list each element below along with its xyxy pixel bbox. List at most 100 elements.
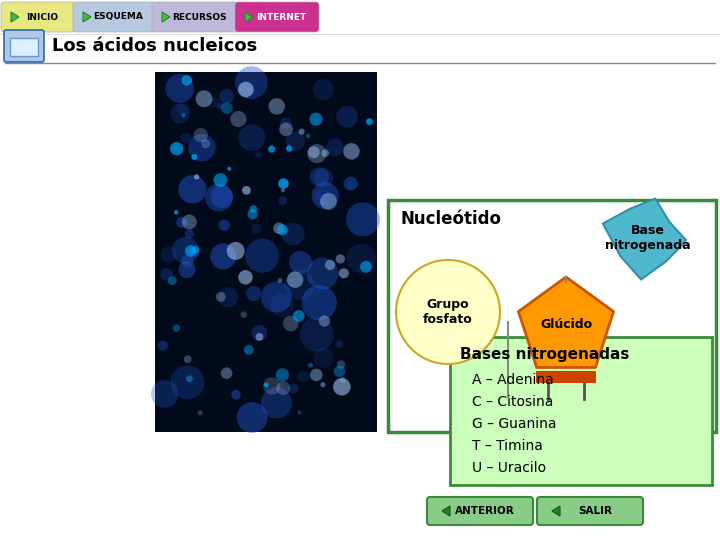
Circle shape <box>208 97 219 107</box>
Circle shape <box>181 113 186 118</box>
Circle shape <box>181 75 192 86</box>
Circle shape <box>171 104 190 124</box>
Circle shape <box>171 366 204 399</box>
Circle shape <box>307 258 338 289</box>
Circle shape <box>181 133 191 144</box>
Circle shape <box>179 175 207 204</box>
Text: G – Guanina: G – Guanina <box>472 417 557 431</box>
Circle shape <box>297 371 310 383</box>
Circle shape <box>299 129 305 134</box>
Circle shape <box>279 197 287 205</box>
Circle shape <box>217 103 223 109</box>
Circle shape <box>366 118 373 125</box>
Circle shape <box>218 287 238 307</box>
Circle shape <box>306 134 310 138</box>
Circle shape <box>251 325 267 341</box>
Text: T – Timina: T – Timina <box>472 439 543 453</box>
Text: Base
nitrogenada: Base nitrogenada <box>606 224 690 252</box>
Circle shape <box>221 367 233 379</box>
Circle shape <box>312 79 334 100</box>
Circle shape <box>250 205 257 213</box>
Circle shape <box>310 369 323 381</box>
Circle shape <box>338 268 349 278</box>
Text: Grupo
fosfato: Grupo fosfato <box>423 298 473 326</box>
Circle shape <box>238 124 265 151</box>
Circle shape <box>278 278 282 283</box>
Text: INTERNET: INTERNET <box>256 12 306 22</box>
Circle shape <box>276 368 289 382</box>
Circle shape <box>185 245 197 256</box>
Circle shape <box>308 363 313 368</box>
Circle shape <box>360 261 372 273</box>
Circle shape <box>240 312 247 318</box>
Circle shape <box>227 242 245 260</box>
Circle shape <box>310 112 323 126</box>
Circle shape <box>283 315 299 332</box>
Circle shape <box>246 286 261 301</box>
Circle shape <box>333 378 351 395</box>
Circle shape <box>279 123 293 136</box>
Circle shape <box>277 224 288 235</box>
Polygon shape <box>83 12 91 22</box>
Circle shape <box>205 184 233 211</box>
Circle shape <box>336 340 343 348</box>
Circle shape <box>179 261 195 278</box>
Circle shape <box>201 139 210 148</box>
Circle shape <box>284 269 315 300</box>
Circle shape <box>228 167 231 171</box>
Circle shape <box>192 154 197 160</box>
Circle shape <box>176 217 187 228</box>
FancyBboxPatch shape <box>73 2 155 32</box>
Circle shape <box>325 260 335 270</box>
Polygon shape <box>603 199 686 279</box>
Circle shape <box>300 318 334 352</box>
FancyBboxPatch shape <box>4 30 44 62</box>
Circle shape <box>214 173 228 187</box>
FancyBboxPatch shape <box>537 497 643 525</box>
Circle shape <box>337 360 346 369</box>
Circle shape <box>282 222 305 245</box>
Circle shape <box>238 82 253 97</box>
Circle shape <box>151 380 179 408</box>
Text: Nucleótido: Nucleótido <box>400 210 501 228</box>
Circle shape <box>231 390 240 400</box>
Circle shape <box>221 102 233 114</box>
Circle shape <box>216 292 225 302</box>
Circle shape <box>336 254 345 264</box>
Circle shape <box>242 186 251 194</box>
Circle shape <box>321 149 329 157</box>
FancyBboxPatch shape <box>388 200 716 432</box>
Polygon shape <box>552 506 560 516</box>
FancyBboxPatch shape <box>536 371 596 383</box>
Text: INICIO: INICIO <box>26 12 58 22</box>
Circle shape <box>280 117 292 129</box>
Circle shape <box>344 177 358 191</box>
FancyBboxPatch shape <box>152 2 238 32</box>
Circle shape <box>320 382 325 387</box>
Circle shape <box>235 66 268 99</box>
Circle shape <box>346 244 376 273</box>
Circle shape <box>210 185 233 208</box>
Circle shape <box>276 381 290 395</box>
Circle shape <box>340 377 346 383</box>
Circle shape <box>319 315 330 327</box>
FancyBboxPatch shape <box>450 337 712 485</box>
Circle shape <box>287 272 303 288</box>
Circle shape <box>307 146 320 158</box>
Circle shape <box>297 410 302 415</box>
Circle shape <box>230 111 246 127</box>
Circle shape <box>269 98 285 114</box>
Circle shape <box>176 103 189 116</box>
Circle shape <box>219 89 234 104</box>
Text: U – Uracilo: U – Uracilo <box>472 461 546 475</box>
Circle shape <box>196 90 212 107</box>
Text: ESQUEMA: ESQUEMA <box>93 12 143 22</box>
Circle shape <box>273 222 284 234</box>
Circle shape <box>238 270 253 285</box>
FancyBboxPatch shape <box>427 497 533 525</box>
Circle shape <box>302 285 337 320</box>
FancyBboxPatch shape <box>155 72 377 432</box>
Circle shape <box>174 210 179 214</box>
FancyBboxPatch shape <box>1 2 75 32</box>
Circle shape <box>192 246 199 254</box>
